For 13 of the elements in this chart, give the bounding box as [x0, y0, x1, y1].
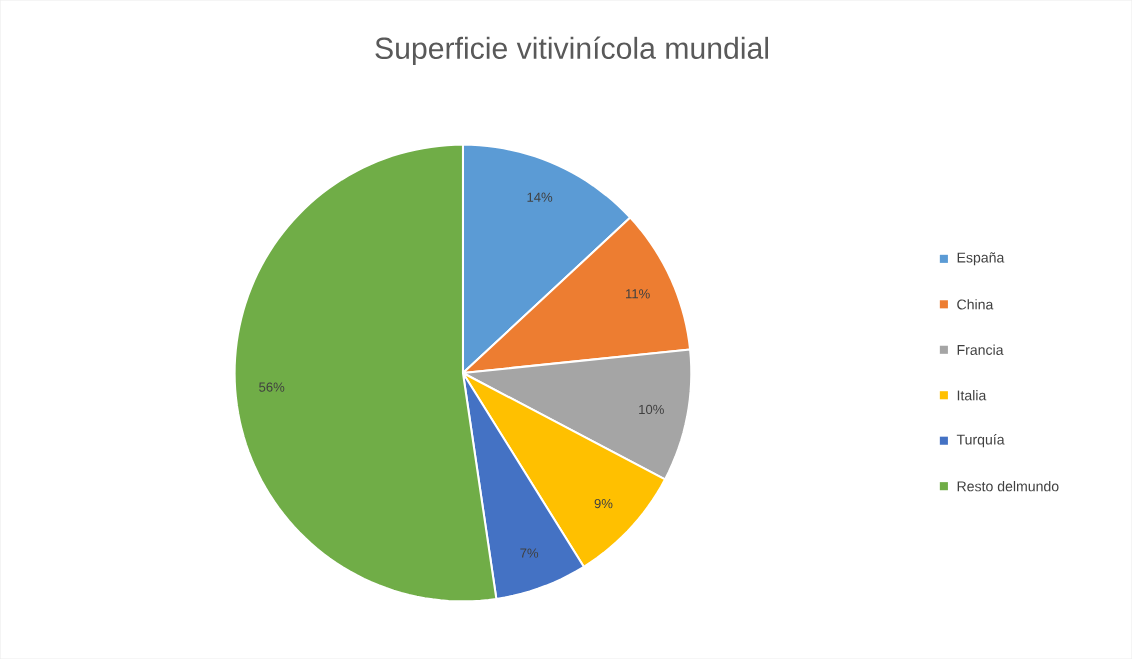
legend-label: Resto delmundo: [957, 480, 1059, 492]
legend-label: Francia: [957, 344, 1004, 355]
chart-title: Superficie vitivinícola mundial: [375, 36, 768, 65]
data-label: 11%: [626, 289, 650, 299]
data-label: 7%: [520, 548, 539, 558]
data-label: 10%: [639, 404, 664, 414]
legend-label: China: [957, 299, 994, 310]
legend-label: España: [957, 252, 1005, 266]
data-label: 56%: [259, 382, 285, 392]
legend-label: Turquía: [956, 433, 1005, 448]
legend-label: Italia: [957, 390, 987, 401]
data-label: 14%: [527, 192, 553, 202]
data-label: 9%: [594, 498, 613, 509]
